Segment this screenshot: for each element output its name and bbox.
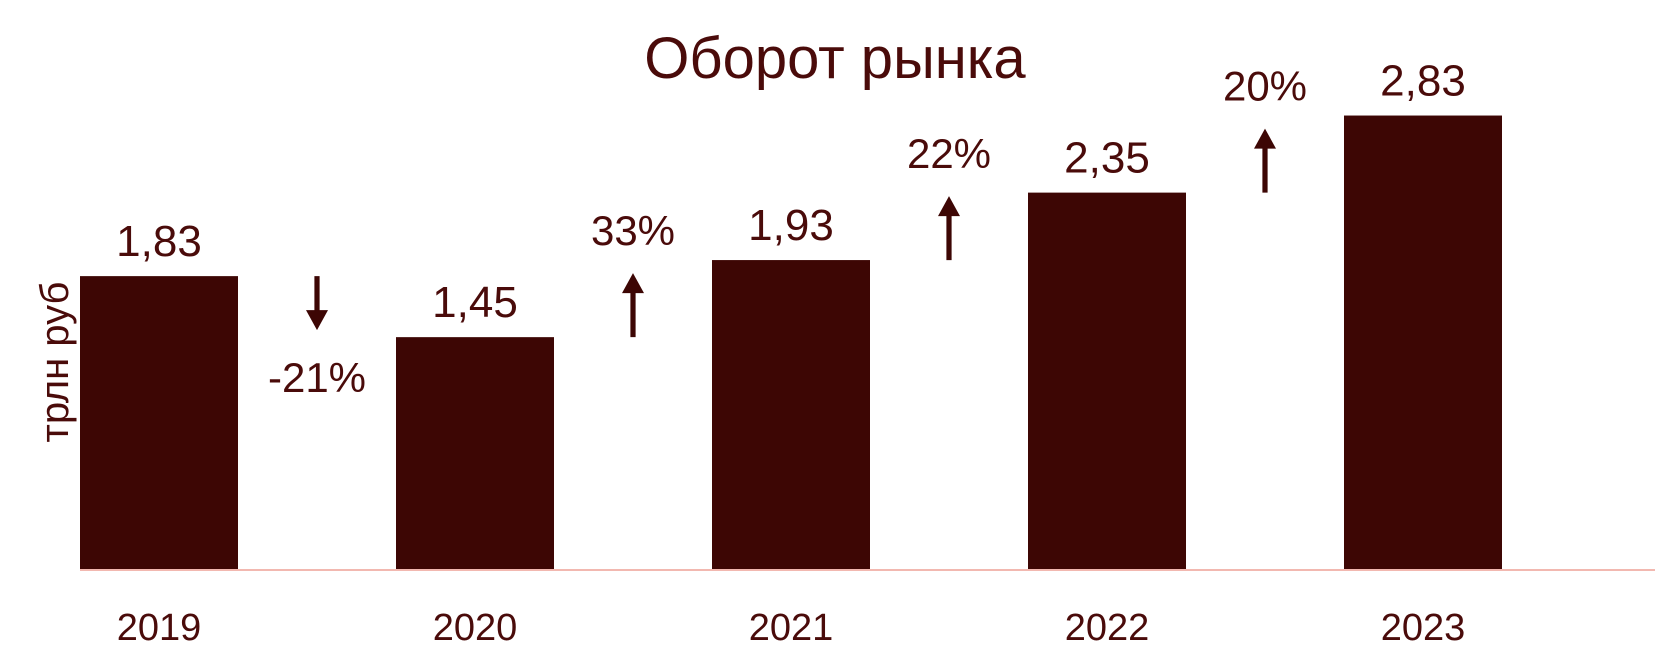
- bar-2019: [80, 276, 238, 570]
- x-tick-label-2022: 2022: [1065, 607, 1150, 649]
- chart-title: Оборот рынка: [644, 26, 1026, 91]
- change-label-2022-2023: 20%: [1223, 63, 1307, 110]
- x-tick-label-2020: 2020: [433, 607, 518, 649]
- change-label-2020-2021: 33%: [591, 207, 675, 254]
- bar-2023: [1344, 115, 1502, 571]
- x-tick-label-2021: 2021: [749, 607, 834, 649]
- value-label-2019: 1,83: [116, 217, 202, 266]
- bar-2022: [1028, 192, 1186, 570]
- value-label-2022: 2,35: [1064, 134, 1150, 183]
- bars-layer: [80, 115, 1502, 571]
- value-label-2023: 2,83: [1380, 57, 1466, 106]
- arrow-down-icon: [306, 276, 328, 331]
- x-tick-label-2023: 2023: [1381, 607, 1466, 649]
- changes-layer: -21% 33% 22% 20%: [268, 63, 1307, 402]
- arrow-up-icon: [1254, 128, 1276, 193]
- y-axis-label: трлн руб: [33, 282, 77, 443]
- arrow-up-icon: [938, 196, 960, 261]
- change-label-2019-2020: -21%: [268, 354, 366, 401]
- arrow-up-icon: [622, 273, 644, 338]
- value-label-2021: 1,93: [748, 201, 834, 250]
- change-label-2021-2022: 22%: [907, 130, 991, 177]
- value-label-2020: 1,45: [432, 278, 518, 327]
- x-tick-label-2019: 2019: [117, 607, 202, 649]
- bar-2021: [712, 260, 870, 570]
- bar-2020: [396, 337, 554, 570]
- labels-layer: 1,83 2019 1,45 2020 1,93 2021 2,35 2022 2,83 2023: [116, 57, 1466, 649]
